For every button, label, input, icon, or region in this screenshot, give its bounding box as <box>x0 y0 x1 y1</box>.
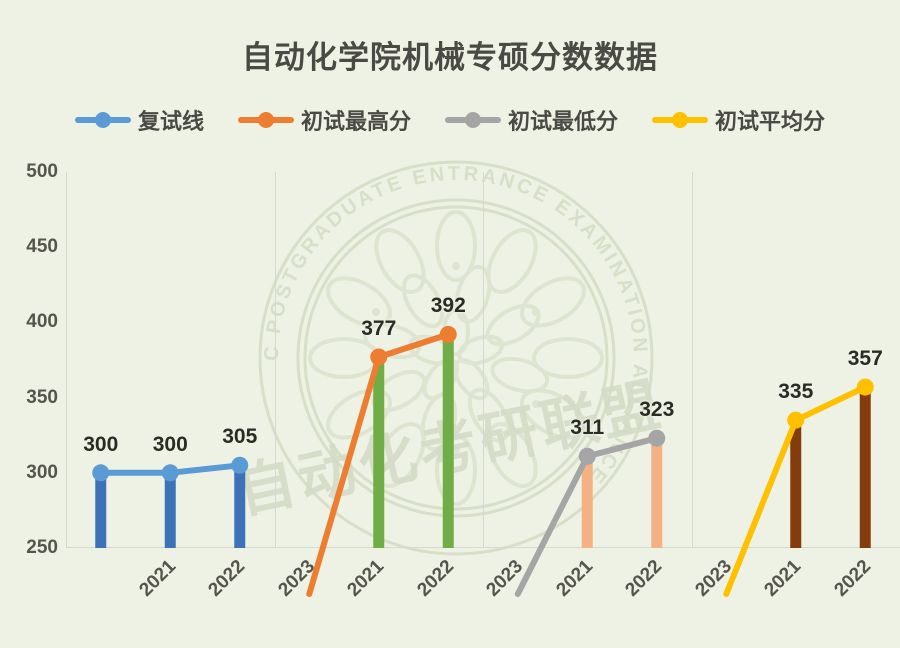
x-tick-label: 2023 <box>691 556 736 601</box>
data-point-marker <box>439 325 457 343</box>
legend-marker-icon <box>237 111 294 129</box>
series-layer <box>92 325 874 597</box>
data-point-marker <box>856 378 874 396</box>
legend-label: 初试最高分 <box>300 109 411 134</box>
data-point-marker <box>578 447 596 465</box>
legend-item-chushi-min[interactable]: 初试最低分 <box>445 104 618 136</box>
data-label: 323 <box>639 398 675 422</box>
data-label: 335 <box>778 380 814 404</box>
x-tick-label: 2022 <box>204 556 250 601</box>
legend-label: 初试最低分 <box>508 109 619 134</box>
data-label: 305 <box>222 425 258 449</box>
plot-area: 300 300 305 377 392 311 323 335 357 <box>66 172 900 597</box>
legend-label: 初试平均分 <box>715 109 826 134</box>
data-label: 311 <box>570 416 605 440</box>
legend-label: 复试线 <box>137 109 204 134</box>
y-axis-ticks: 500 450 400 350 300 250 <box>0 161 58 558</box>
y-tick-label: 450 <box>26 236 58 258</box>
series-复试线 <box>92 456 249 548</box>
data-point-marker <box>370 348 388 366</box>
y-tick-label: 350 <box>26 386 58 408</box>
data-label: 300 <box>152 432 188 456</box>
chart-legend: 复试线 初试最高分 初试最低分 初试平均分 <box>0 104 900 136</box>
x-tick-label: 2023 <box>274 556 319 601</box>
legend-marker-icon <box>445 111 501 129</box>
x-tick-label: 2021 <box>343 556 389 601</box>
y-tick-label: 500 <box>26 161 58 182</box>
x-tick-label: 2022 <box>621 556 667 601</box>
data-point-marker <box>92 464 110 482</box>
x-axis-ticks: 2021 2022 2023 2021 2022 2023 2021 2022 2023 2021… <box>66 550 900 640</box>
data-point-marker <box>648 429 666 447</box>
y-tick-label: 400 <box>26 311 58 333</box>
legend-item-fushixian[interactable]: 复试线 <box>74 104 204 136</box>
chart-title: 自动化学院机械专硕分数数据 <box>242 40 658 75</box>
x-tick-label: 2021 <box>135 556 180 601</box>
data-label: 392 <box>430 294 466 318</box>
x-tick-label: 2021 <box>760 556 806 601</box>
data-point-marker <box>231 456 249 474</box>
x-tick-label: 2022 <box>830 556 875 601</box>
legend-marker-icon <box>652 111 709 129</box>
y-tick-label: 250 <box>26 537 58 558</box>
legend-item-chushi-avg[interactable]: 初试平均分 <box>652 104 825 136</box>
data-label: 357 <box>847 347 883 371</box>
legend-marker-icon <box>74 111 131 129</box>
x-tick-label: 2022 <box>413 556 458 601</box>
series-初试平均分 <box>723 378 874 597</box>
category-separator <box>691 172 693 548</box>
legend-item-chushi-max[interactable]: 初试最高分 <box>237 104 411 136</box>
data-label: 300 <box>83 432 119 456</box>
x-tick-label: 2021 <box>552 556 597 601</box>
y-tick-label: 300 <box>26 461 58 483</box>
data-label: 377 <box>361 316 397 340</box>
data-point-marker <box>161 464 179 482</box>
x-tick-label: 2023 <box>482 556 528 601</box>
y-axis-line <box>66 172 67 548</box>
data-point-marker <box>787 411 805 429</box>
